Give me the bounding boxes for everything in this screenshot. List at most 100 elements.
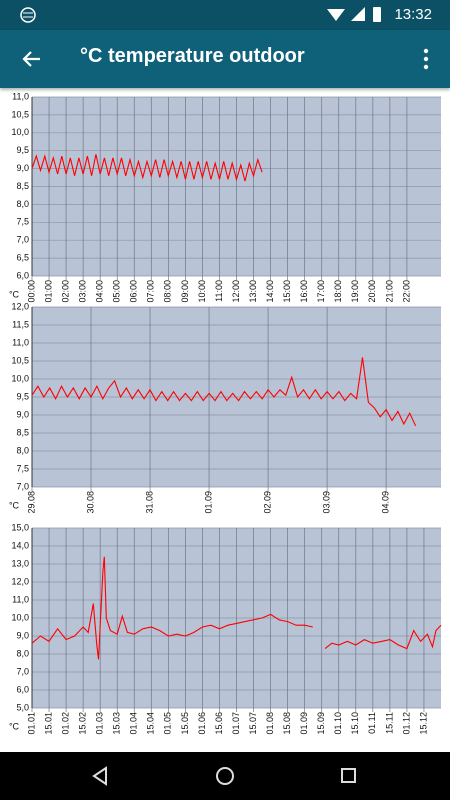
y-tick-label: 12,0: [11, 576, 29, 586]
x-tick-label: 16:00: [299, 280, 309, 303]
y-tick-label: 7,0: [16, 481, 29, 491]
y-tick-label: 9,5: [16, 145, 29, 155]
x-tick-label: 13:00: [248, 280, 258, 303]
x-tick-label: 15.02: [78, 712, 88, 735]
y-tick-label: 9,0: [16, 630, 29, 640]
x-tick-label: 21:00: [384, 280, 394, 303]
y-unit-label: °C: [9, 721, 20, 731]
status-bar: 13:32: [0, 0, 450, 30]
x-tick-label: 17:00: [316, 280, 326, 303]
x-tick-label: 15.03: [112, 712, 122, 735]
x-tick-label: 15.11: [384, 712, 394, 734]
y-tick-label: 7,0: [16, 666, 29, 676]
y-tick-label: 7,0: [16, 235, 29, 245]
y-tick-label: 12,0: [11, 301, 29, 311]
x-tick-label: 18:00: [333, 280, 343, 303]
temperature-line: [31, 154, 263, 182]
x-tick-label: 02.09: [262, 491, 272, 514]
x-tick-label: 00:00: [26, 280, 36, 303]
x-tick-label: 30.08: [85, 491, 95, 514]
nav-recents[interactable]: [341, 768, 356, 783]
x-tick-label: 08:00: [163, 280, 173, 303]
x-tick-label: 01.05: [163, 712, 173, 735]
back-button[interactable]: [20, 47, 44, 71]
x-tick-label: 01.02: [60, 712, 70, 735]
y-tick-label: 15,0: [11, 522, 29, 532]
x-tick-label: 03:00: [78, 280, 88, 303]
x-tick-label: 01.11: [367, 712, 377, 734]
y-tick-label: 9,0: [16, 163, 29, 173]
x-tick-label: 01.10: [333, 712, 343, 735]
y-tick-label: 8,5: [16, 181, 29, 191]
y-tick-label: 7,5: [16, 463, 29, 473]
menu-button[interactable]: [421, 47, 431, 71]
x-tick-label: 02:00: [60, 280, 70, 303]
x-tick-label: 20:00: [367, 280, 377, 303]
y-tick-label: 8,0: [16, 199, 29, 209]
x-tick-label: 03.09: [321, 491, 331, 514]
x-tick-label: 07:00: [146, 280, 156, 303]
x-tick-label: 19:00: [350, 280, 360, 303]
x-tick-label: 04:00: [95, 280, 105, 303]
x-tick-label: 01.03: [95, 712, 105, 735]
x-tick-label: 15.08: [282, 712, 292, 735]
y-tick-label: 10,0: [11, 612, 29, 622]
x-tick-label: 01.09: [203, 491, 213, 514]
y-tick-label: 14,0: [11, 540, 29, 550]
temperature-line: [31, 357, 417, 427]
x-tick-label: 01.12: [401, 712, 411, 735]
x-tick-label: 15.10: [350, 712, 360, 735]
y-tick-label: 6,0: [16, 270, 29, 280]
x-tick-label: 12:00: [231, 280, 241, 303]
y-tick-label: 9,0: [16, 409, 29, 419]
x-tick-label: 01.08: [265, 712, 275, 735]
nav-bar: [0, 752, 450, 800]
x-tick-label: 10:00: [197, 280, 207, 303]
nav-buttons: [92, 766, 356, 786]
y-tick-label: 8,5: [16, 427, 29, 437]
x-tick-label: 11:00: [214, 280, 224, 302]
y-tick-label: 9,5: [16, 391, 29, 401]
x-tick-label: 15:00: [282, 280, 292, 303]
x-tick-label: 01:00: [43, 280, 53, 303]
y-tick-label: 10,0: [11, 127, 29, 137]
x-tick-label: 04.09: [380, 491, 390, 514]
x-tick-label: 01.06: [197, 712, 207, 735]
x-tick-label: 31.08: [144, 491, 154, 514]
x-tick-label: 06:00: [129, 280, 139, 303]
status-icons: [327, 7, 381, 22]
y-tick-label: 6,0: [16, 684, 29, 694]
y-tick-label: 6,5: [16, 252, 29, 262]
y-tick-label: 11,0: [12, 594, 29, 604]
y-unit-label: °C: [9, 500, 20, 510]
clock: 13:32: [394, 6, 432, 23]
y-tick-label: 13,0: [11, 558, 29, 568]
app-title: °C temperature outdoor: [80, 45, 305, 67]
x-tick-label: 01.09: [299, 712, 309, 735]
y-tick-label: 11,5: [12, 319, 29, 329]
temperature-line: [31, 556, 442, 660]
app-bar: °C temperature outdoor: [0, 30, 450, 88]
nav-back[interactable]: [92, 766, 107, 786]
charts: 6,0 6,5 7,0 7,5 8,0 8,5 9,0 9,5 10,0 10,5 11,0 00:0…: [9, 91, 442, 735]
x-tick-label: 01.07: [231, 712, 241, 735]
nav-home[interactable]: [216, 767, 234, 785]
x-tick-label: 15.04: [146, 712, 156, 735]
y-tick-label: 8,0: [16, 648, 29, 658]
y-tick-label: 10,0: [11, 373, 29, 383]
y-tick-label: 5,0: [16, 702, 29, 712]
x-tick-label: 22:00: [401, 280, 411, 303]
y-tick-label: 11,0: [12, 91, 29, 101]
x-tick-label: 14:00: [265, 280, 275, 303]
x-tick-label: 29.08: [26, 491, 36, 514]
y-tick-label: 10,5: [11, 355, 29, 365]
x-tick-label: 15.06: [214, 712, 224, 735]
x-tick-label: 05:00: [112, 280, 122, 303]
y-tick-label: 10,5: [11, 109, 29, 119]
x-tick-label: 15.09: [316, 712, 326, 735]
x-tick-label: 15.05: [180, 712, 190, 735]
y-tick-label: 8,0: [16, 445, 29, 455]
y-tick-label: 7,5: [16, 217, 29, 227]
y-unit-label: °C: [9, 289, 20, 299]
